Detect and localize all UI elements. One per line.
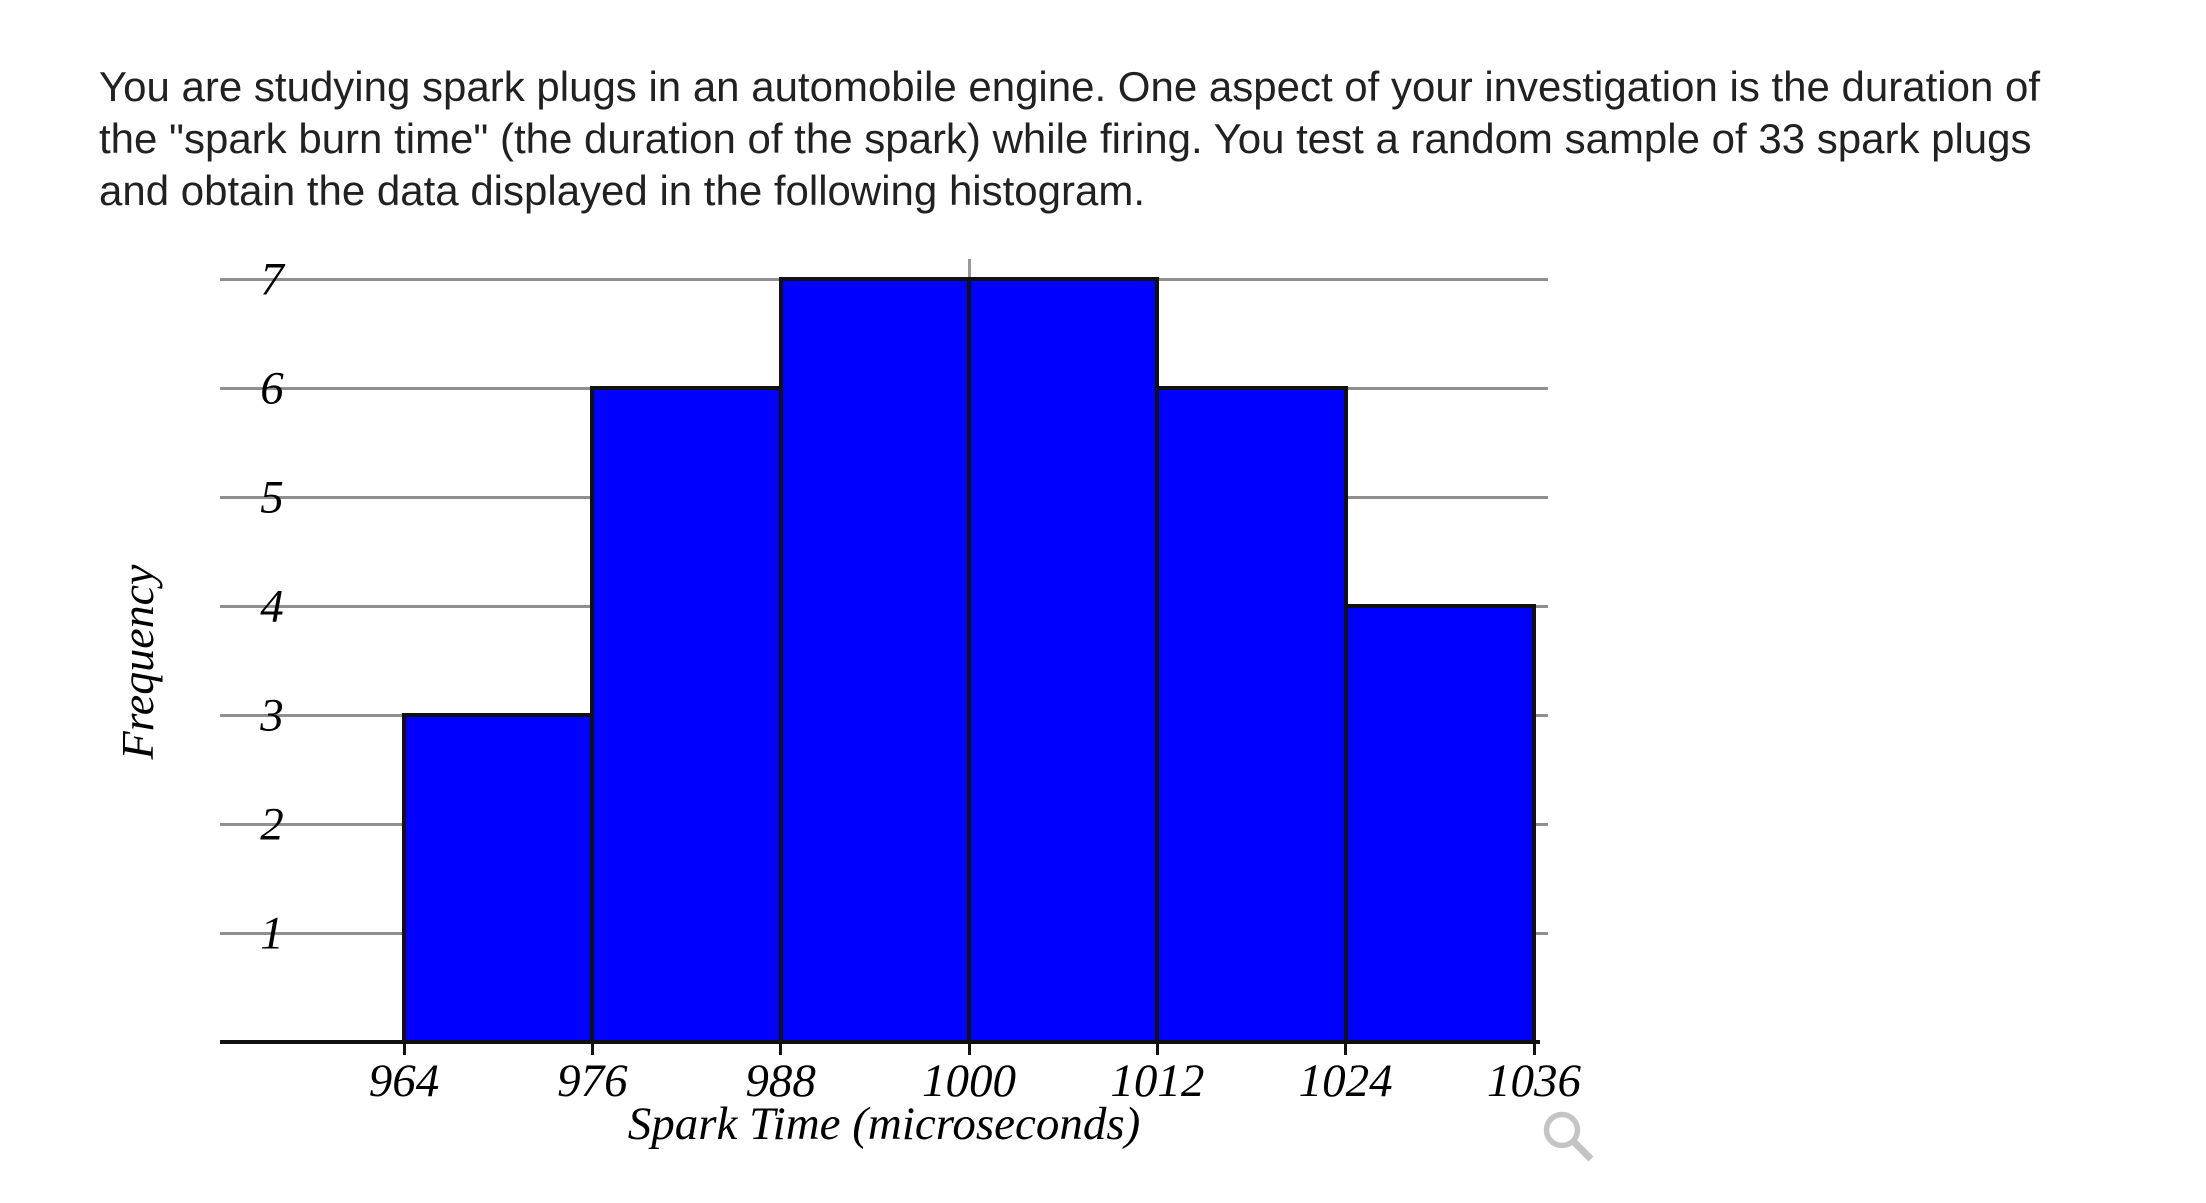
x-tick: [590, 1042, 594, 1055]
x-tick-label: 1036: [1487, 1055, 1581, 1107]
problem-text: You are studying spark plugs in an autom…: [99, 61, 2040, 217]
x-axis: [220, 1040, 1540, 1044]
x-tick: [1155, 1042, 1159, 1055]
y-tick-label: 2: [260, 798, 284, 851]
histogram-bar: [967, 277, 1160, 1044]
x-tick: [967, 1042, 971, 1055]
y-tick-label: 1: [260, 907, 284, 960]
x-tick-label: 1012: [1110, 1055, 1205, 1107]
magnifier-icon[interactable]: [1537, 1104, 1601, 1168]
y-tick-label: 7: [260, 253, 284, 306]
problem-text-line: the "spark burn time" (the duration of t…: [99, 115, 2032, 162]
problem-text-line: You are studying spark plugs in an autom…: [99, 63, 2041, 110]
x-tick-label: 964: [368, 1055, 440, 1107]
problem-text-line: and obtain the data displayed in the fol…: [99, 167, 1146, 214]
x-tick: [1344, 1042, 1348, 1055]
x-tick: [779, 1042, 783, 1055]
histogram-bar: [590, 386, 783, 1044]
histogram-bar: [778, 277, 971, 1044]
x-tick: [1532, 1042, 1536, 1055]
x-tick: [402, 1042, 406, 1055]
histogram-bar: [1343, 604, 1536, 1044]
y-tick-label: 5: [260, 471, 284, 524]
y-tick-label: 3: [260, 689, 284, 742]
histogram-bar: [1155, 386, 1348, 1044]
y-tick-label: 6: [260, 362, 284, 415]
top-center-tick: [967, 259, 971, 277]
y-axis-title: Frequency: [112, 564, 163, 760]
x-tick-label: 1000: [922, 1055, 1016, 1107]
y-tick-label: 4: [260, 580, 284, 633]
x-tick-label: 976: [557, 1055, 628, 1107]
histogram-bar: [402, 713, 595, 1044]
x-axis-title: Spark Time (microseconds): [627, 1098, 1141, 1150]
x-tick-label: 1024: [1298, 1055, 1393, 1107]
x-tick-label: 988: [745, 1055, 816, 1107]
